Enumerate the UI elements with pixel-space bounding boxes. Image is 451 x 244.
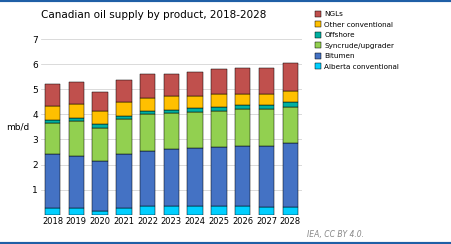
Bar — [259, 68, 274, 93]
Bar — [116, 119, 132, 154]
Y-axis label: mb/d: mb/d — [6, 122, 29, 131]
Bar — [92, 161, 108, 211]
Bar — [45, 208, 60, 215]
Bar — [235, 206, 250, 215]
Text: IEA, CC BY 4.0.: IEA, CC BY 4.0. — [307, 230, 364, 239]
Bar — [116, 154, 132, 208]
Bar — [92, 111, 108, 124]
Bar — [164, 113, 179, 150]
Bar — [45, 123, 60, 154]
Bar — [188, 108, 203, 112]
Bar — [235, 68, 250, 93]
Bar — [164, 206, 179, 215]
Bar — [211, 206, 227, 215]
Bar — [69, 118, 84, 121]
Bar — [211, 147, 227, 206]
Bar — [259, 93, 274, 105]
Bar — [282, 107, 298, 143]
Bar — [259, 105, 274, 109]
Bar — [92, 92, 108, 111]
Bar — [140, 111, 155, 114]
Bar — [140, 98, 155, 111]
Bar — [235, 105, 250, 109]
Bar — [69, 156, 84, 208]
Bar — [116, 208, 132, 215]
Bar — [235, 93, 250, 105]
Bar — [211, 107, 227, 111]
Bar — [282, 63, 298, 91]
Bar — [259, 146, 274, 207]
Bar — [164, 96, 179, 110]
Bar — [259, 109, 274, 146]
Bar — [69, 208, 84, 215]
Bar — [211, 94, 227, 107]
Bar — [69, 121, 84, 156]
Bar — [92, 211, 108, 215]
Bar — [282, 91, 298, 102]
Bar — [188, 148, 203, 206]
Bar — [282, 207, 298, 215]
Bar — [45, 154, 60, 208]
Bar — [235, 146, 250, 206]
Bar — [140, 74, 155, 98]
Bar — [69, 104, 84, 118]
Bar — [188, 206, 203, 215]
Bar — [45, 106, 60, 120]
Bar — [235, 109, 250, 146]
Bar — [164, 150, 179, 206]
Bar — [92, 124, 108, 128]
Bar — [45, 120, 60, 123]
Bar — [92, 128, 108, 161]
Bar — [164, 110, 179, 113]
Bar — [69, 82, 84, 104]
Text: Canadian oil supply by product, 2018-2028: Canadian oil supply by product, 2018-202… — [41, 10, 266, 20]
Bar — [140, 206, 155, 215]
Legend: NGLs, Other conventional, Offshore, Syncrude/upgrader, Bitumen, Alberta conventi: NGLs, Other conventional, Offshore, Sync… — [315, 11, 399, 70]
Bar — [188, 112, 203, 148]
Bar — [259, 207, 274, 215]
Bar — [140, 151, 155, 206]
Bar — [140, 114, 155, 151]
Bar — [211, 111, 227, 147]
Bar — [116, 116, 132, 119]
Bar — [211, 69, 227, 94]
Bar — [116, 102, 132, 116]
Bar — [116, 81, 132, 102]
Bar — [188, 95, 203, 108]
Bar — [164, 74, 179, 96]
Bar — [45, 84, 60, 106]
Bar — [282, 102, 298, 107]
Bar — [188, 72, 203, 95]
Bar — [282, 143, 298, 207]
